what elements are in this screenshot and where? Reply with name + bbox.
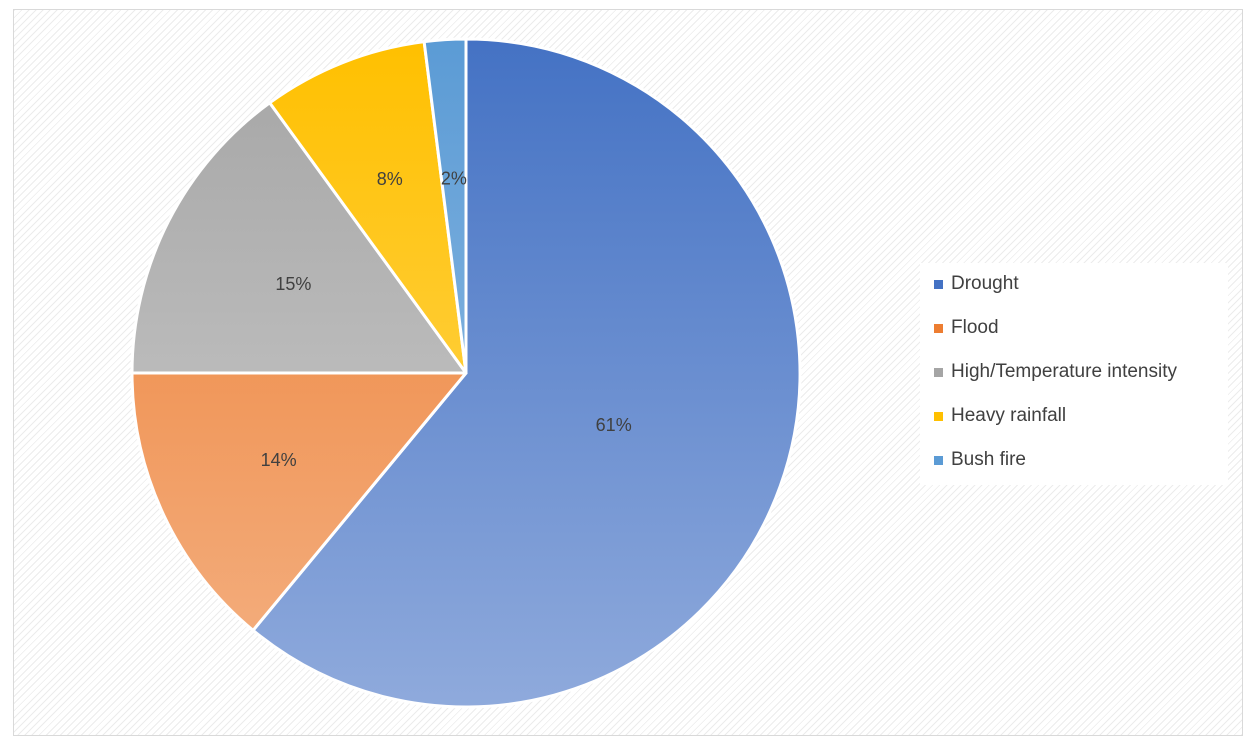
- legend-label: High/Temperature intensity: [951, 361, 1177, 382]
- legend: Drought Flood High/Temperature intensity…: [920, 263, 1228, 485]
- pie-slice-flood: [130, 371, 468, 632]
- legend-label: Bush fire: [951, 449, 1026, 470]
- data-label: 2%: [441, 168, 467, 188]
- legend-swatch: [934, 455, 943, 465]
- data-label: 15%: [275, 274, 311, 294]
- legend-item-heavy-rainfall: Heavy rainfall: [934, 403, 1066, 429]
- legend-item-bush-fire: Bush fire: [934, 447, 1026, 473]
- data-label: 61%: [596, 415, 632, 435]
- legend-item-drought: Drought: [934, 271, 1019, 297]
- pie-slice-drought: [251, 37, 802, 709]
- legend-item-flood: Flood: [934, 315, 999, 341]
- pie-slice-bush-fire: [422, 37, 468, 375]
- data-label: 14%: [261, 450, 297, 470]
- legend-swatch: [934, 323, 943, 333]
- legend-swatch: [934, 411, 943, 421]
- pie-slice-heavy-rainfall: [268, 40, 468, 375]
- data-label: 8%: [377, 169, 403, 189]
- legend-label: Drought: [951, 273, 1019, 294]
- legend-label: Flood: [951, 317, 999, 338]
- legend-swatch: [934, 367, 943, 377]
- legend-swatch: [934, 279, 943, 289]
- legend-item-high-temperature-intensity: High/Temperature intensity: [934, 359, 1177, 385]
- legend-label: Heavy rainfall: [951, 405, 1067, 426]
- pie-slice-high-temperature-intensity: [130, 101, 468, 375]
